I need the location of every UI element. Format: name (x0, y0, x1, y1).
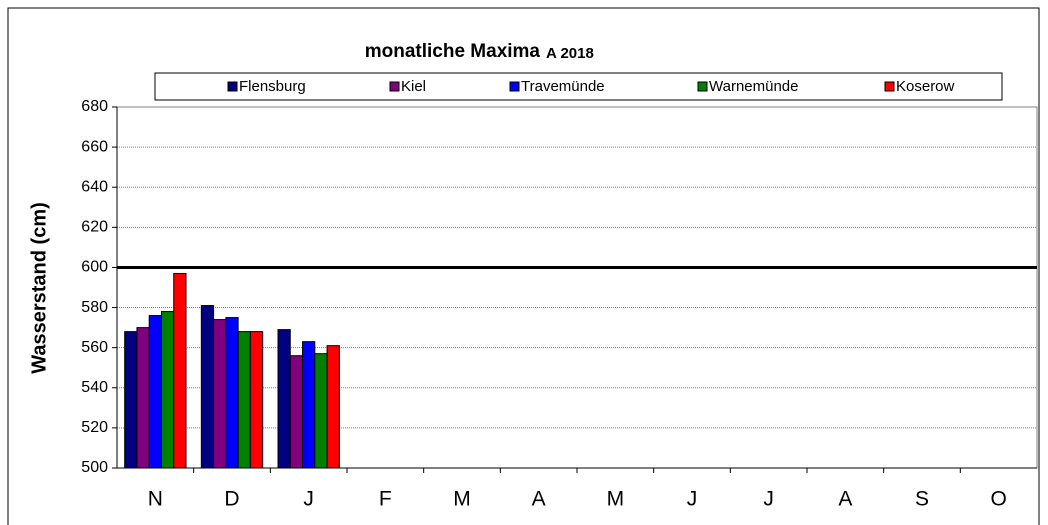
y-tick-label: 680 (81, 98, 108, 115)
y-tick-label: 560 (81, 339, 108, 356)
legend-swatch (697, 81, 708, 92)
legend-label: Warnemünde (709, 78, 799, 95)
legend-label: Flensburg (239, 78, 306, 95)
bar (302, 341, 316, 469)
legend-swatch (509, 81, 520, 92)
bar (249, 331, 264, 469)
y-tick-label: 500 (81, 459, 108, 476)
bar (289, 355, 304, 469)
bar (200, 305, 215, 469)
x-tick-label: J (303, 488, 314, 511)
legend-label: Kiel (401, 78, 426, 95)
bar (124, 331, 138, 469)
y-tick-label: 580 (81, 299, 108, 316)
legend-label: Travemünde (521, 78, 605, 95)
x-tick-label: J (687, 488, 698, 511)
y-tick-label: 640 (81, 178, 108, 195)
legend-swatch (227, 81, 238, 92)
bar (173, 272, 187, 469)
x-tick-label: D (224, 488, 239, 511)
bar (136, 327, 150, 469)
y-tick-label: 520 (81, 419, 108, 436)
bar (160, 311, 175, 469)
bar (277, 329, 291, 469)
chart-title: monatliche Maxima (365, 41, 541, 62)
bar (237, 331, 251, 469)
x-tick-label: A (838, 488, 852, 511)
x-tick-label: F (379, 488, 392, 511)
bar (225, 317, 239, 469)
bar (213, 319, 227, 469)
legend-box (154, 72, 1003, 101)
y-tick-label: 600 (81, 259, 108, 276)
y-tick-label: 660 (81, 138, 108, 155)
x-tick-label: M (607, 488, 625, 511)
x-tick-label: S (915, 488, 929, 511)
x-tick-label: J (763, 488, 774, 511)
x-tick-label: N (148, 488, 163, 511)
legend-swatch (389, 81, 400, 92)
legend-label: Koserow (896, 78, 955, 95)
x-tick-label: A (532, 488, 546, 511)
bar (314, 353, 328, 469)
y-tick-label: 620 (81, 219, 108, 236)
bar (148, 315, 162, 469)
x-tick-label: M (453, 488, 471, 511)
y-tick-label: 540 (81, 379, 108, 396)
chart-subtitle: A 2018 (546, 45, 594, 62)
legend-swatch (884, 81, 895, 92)
bar (326, 345, 340, 469)
x-tick-label: O (990, 488, 1006, 511)
y-axis-label: Wasserstand (cm) (28, 202, 50, 374)
